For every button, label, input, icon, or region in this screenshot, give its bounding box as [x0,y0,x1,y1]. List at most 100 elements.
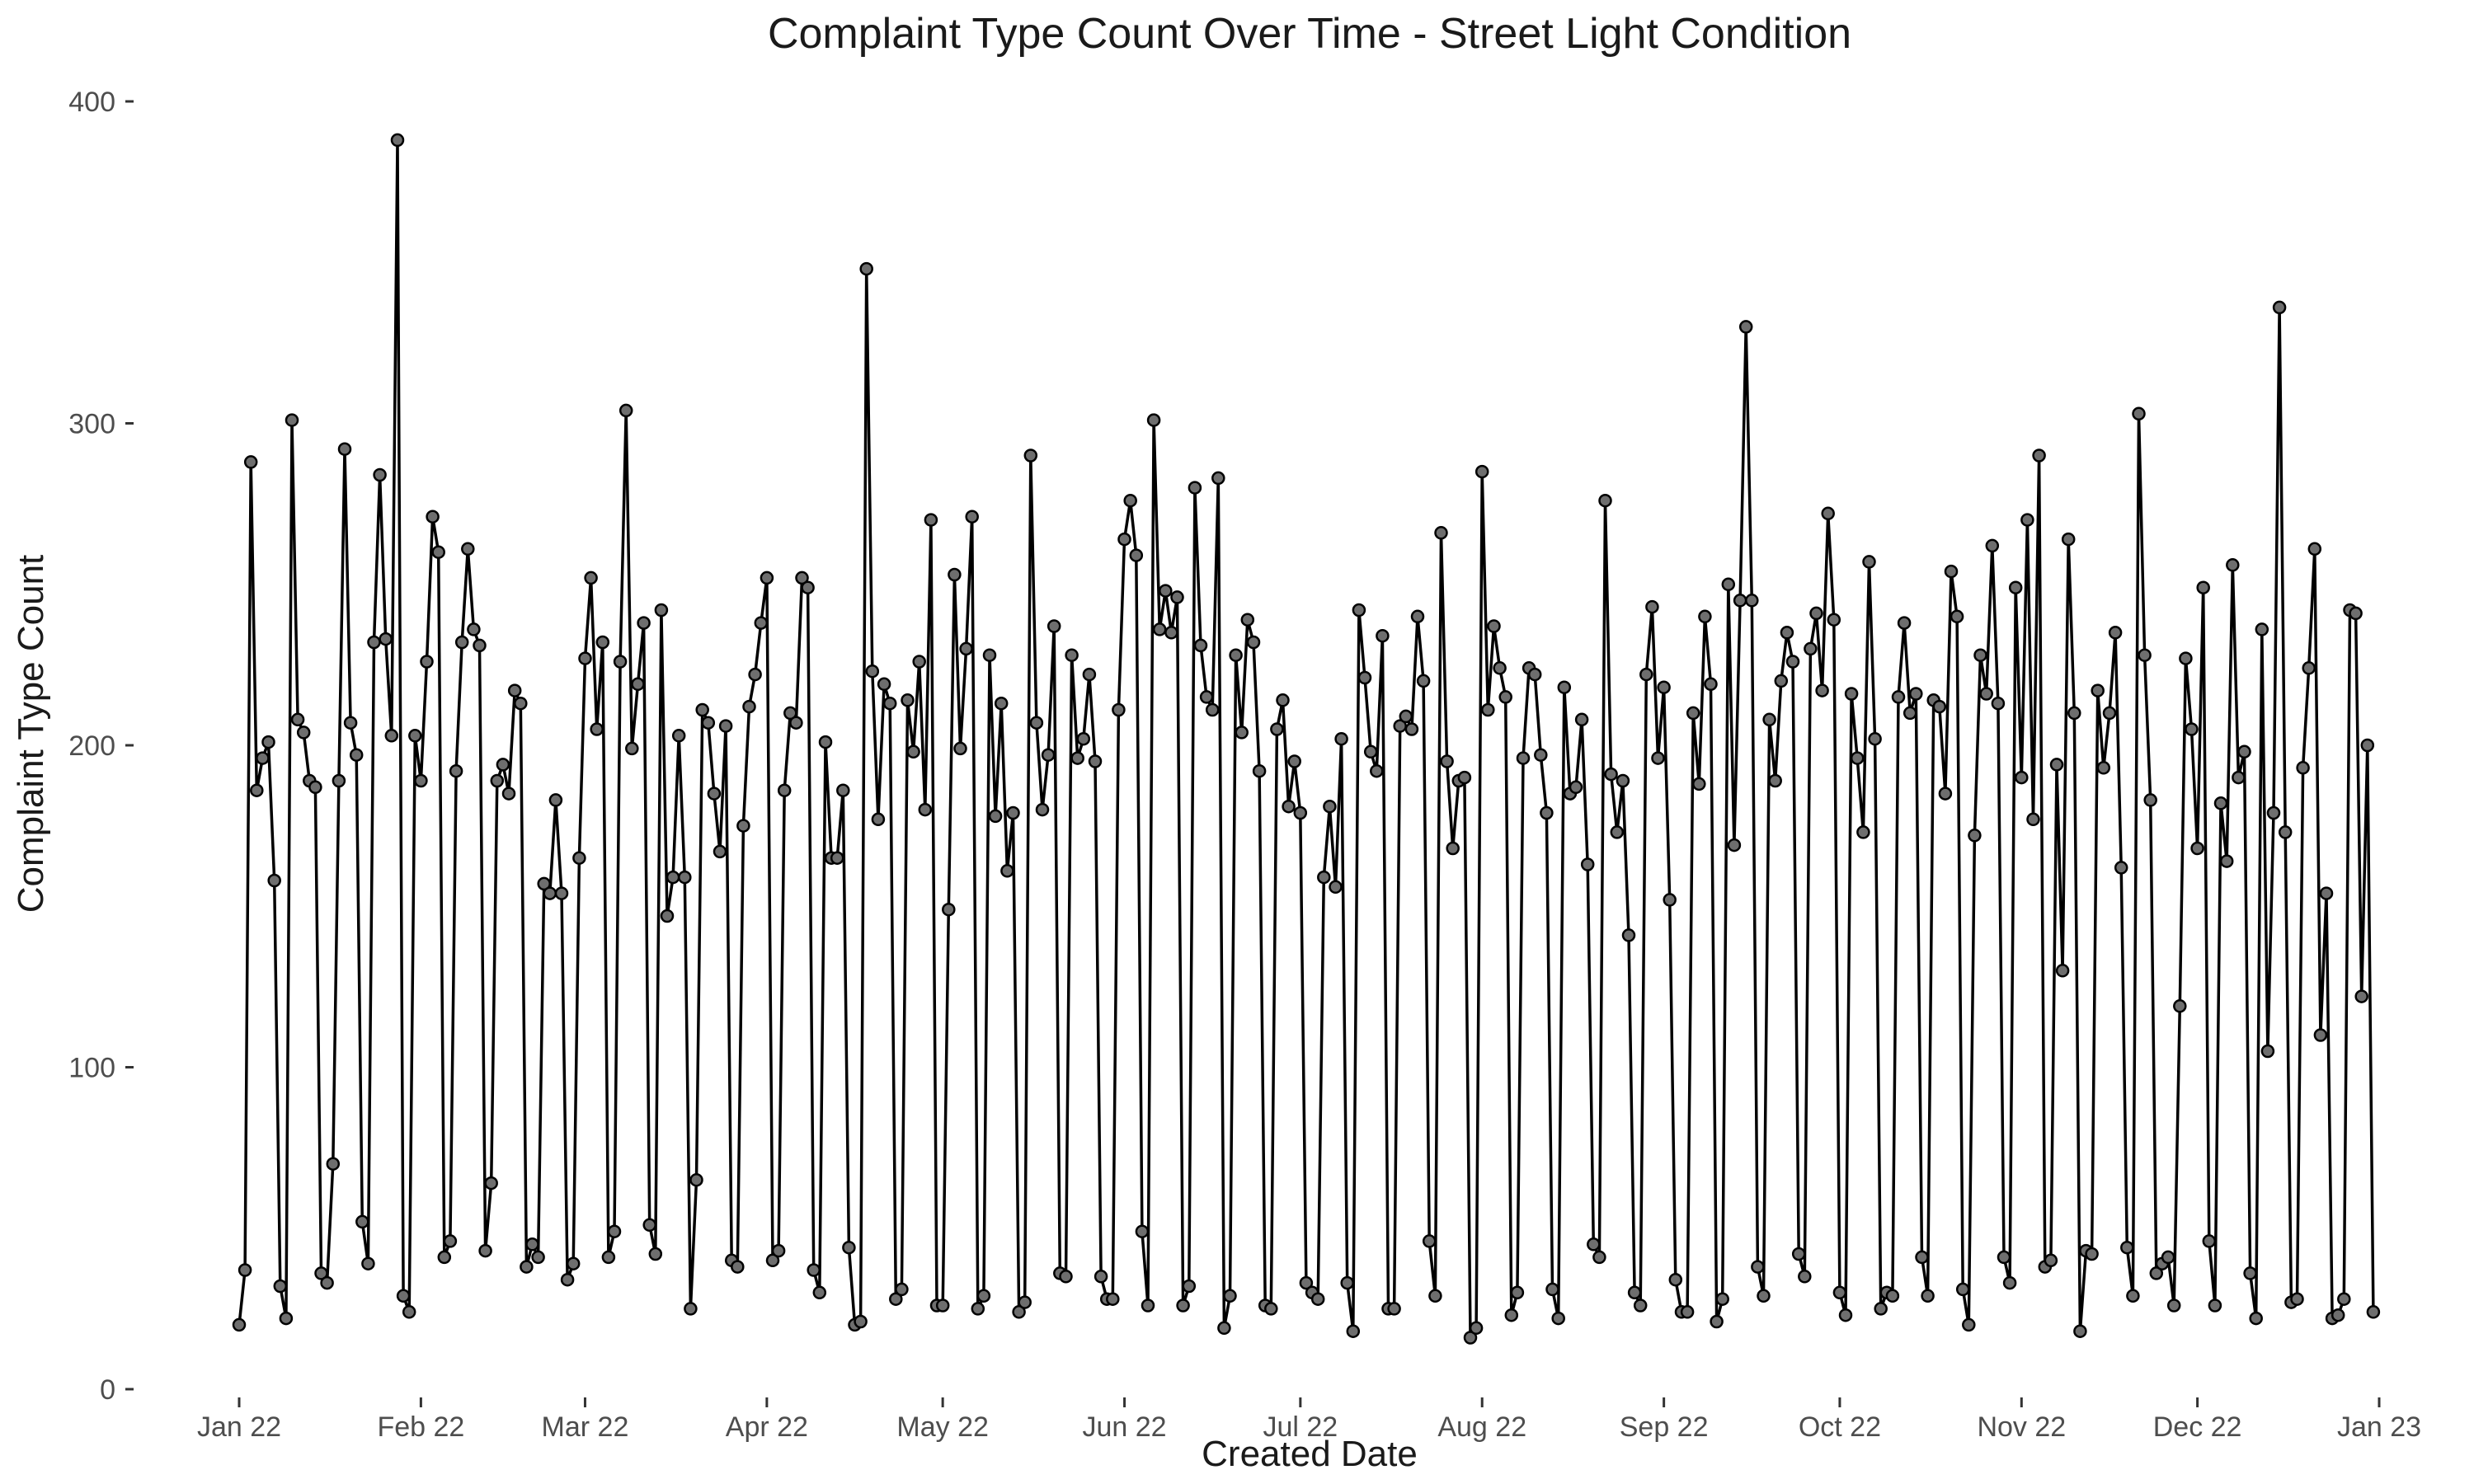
data-point [2143,793,2157,807]
data-point [1357,670,1372,685]
data-point [895,1282,909,1297]
plot-area [232,133,2381,1345]
data-point [2213,796,2228,810]
data-point [1293,805,1308,820]
data-point [326,1157,341,1171]
data-point [1135,1224,1150,1238]
data-point [454,635,469,650]
data-point [1059,1270,1073,1284]
data-point [402,1305,416,1319]
data-point [1710,1314,1724,1329]
data-point [631,677,645,692]
data-point [701,716,716,730]
data-point [1962,1317,1976,1332]
data-point [449,763,463,778]
data-point [461,542,475,556]
data-point [1850,751,1865,765]
data-point [1252,763,1267,778]
x-tick-label: Dec 22 [2153,1411,2242,1443]
data-point [1334,731,1348,746]
data-point [1188,481,1202,495]
data-point [736,819,750,833]
data-point [384,729,399,743]
data-point [2114,861,2128,875]
data-point [948,567,962,582]
data-point [795,571,809,585]
data-point [748,667,762,682]
data-point [912,655,926,669]
data-point [431,545,445,559]
x-tick-label: Jul 22 [1263,1411,1338,1443]
data-point [1152,622,1167,636]
data-point [1440,754,1454,768]
data-point [2249,1311,2263,1326]
x-axis: Jan 22 Feb 22 Mar 22 Apr 22 May 22 Jun 22 Jul … [197,1397,2421,1443]
data-point [2102,706,2117,721]
data-point [1035,802,1050,817]
data-point [818,735,833,749]
data-point [408,729,422,743]
data-point [1129,548,1144,562]
data-point [2337,1292,2351,1306]
data-point [707,787,722,801]
data-point [1791,1247,1806,1261]
data-point [473,638,487,653]
data-point [1012,1305,1026,1319]
data-point [1510,1285,1525,1300]
data-point [777,783,792,797]
data-point [924,513,938,527]
data-point [1106,1292,1120,1306]
data-point [2226,558,2240,572]
data-point [1645,599,1659,614]
data-point [1323,799,1337,814]
data-point [1944,564,1959,579]
data-point [1416,674,1431,688]
data-point [2073,1324,2087,1338]
data-point [1604,767,1618,782]
data-point [1704,677,1718,692]
data-point [2307,542,2322,556]
data-point [1428,1289,1442,1303]
data-point [478,1243,492,1258]
data-point [1727,838,1742,852]
data-point [1346,1324,1361,1338]
data-point [1159,584,1173,598]
data-point [1481,702,1495,717]
x-tick-label: Aug 22 [1437,1411,1526,1443]
data-point [572,851,586,865]
data-point [1070,751,1084,765]
data-point [1692,777,1706,791]
data-point [1223,1289,1237,1303]
data-point [2278,825,2293,839]
data-point [1668,1272,1683,1287]
data-point [2032,448,2046,463]
data-point [1193,638,1208,653]
x-tick-label: Jan 23 [2337,1411,2421,1443]
data-point [1082,667,1097,682]
data-point [871,812,886,827]
data-point [2008,580,2023,594]
data-point [320,1275,334,1290]
data-point [514,696,528,711]
data-point [2085,1247,2099,1261]
x-tick-label: Jun 22 [1083,1411,1167,1443]
data-point [731,1260,745,1274]
data-point [343,716,358,730]
data-point [2049,758,2064,772]
data-point [595,635,610,650]
x-tick-label: Apr 22 [726,1411,808,1443]
data-point [1047,619,1061,633]
data-point [2020,513,2034,527]
data-point [232,1317,247,1332]
data-point [2185,722,2199,736]
data-point [1399,709,1413,724]
data-point [2260,1044,2275,1059]
data-point [2067,706,2081,721]
data-point [695,702,709,717]
data-point [1580,857,1595,871]
data-point [965,510,979,524]
data-point [566,1256,581,1270]
data-point [971,1302,985,1316]
x-tick-label: May 22 [896,1411,989,1443]
